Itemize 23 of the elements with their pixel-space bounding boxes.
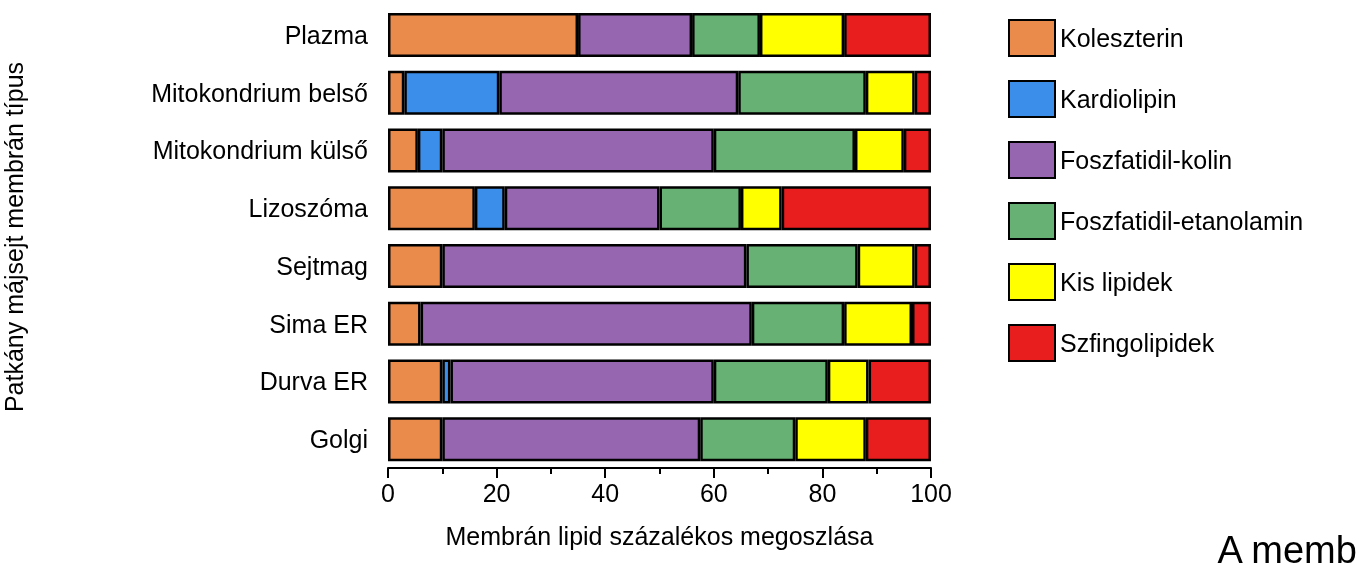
- y-tick-label: Mitokondrium belső: [151, 78, 368, 107]
- x-tick-label: 40: [591, 478, 620, 507]
- y-tick-label: Mitokondrium külső: [152, 136, 368, 165]
- legend-label: Foszfatidil-kolin: [1060, 146, 1233, 174]
- legend-label: Szfingolipidek: [1060, 329, 1215, 357]
- text: A memb: [1217, 529, 1357, 571]
- y-tick-label: Durva ER: [259, 367, 368, 396]
- y-tick-label: Plazma: [284, 20, 369, 49]
- legend-label: Koleszterin: [1060, 24, 1184, 52]
- legend-label: Foszfatidil-etanolamin: [1060, 207, 1304, 235]
- y-tick-label: Sima ER: [269, 309, 368, 338]
- x-tick-label: 80: [808, 478, 837, 507]
- y-tick-label: Sejtmag: [276, 251, 368, 280]
- legend-label: Kardiolipin: [1060, 85, 1177, 113]
- x-tick-label: 20: [482, 478, 511, 507]
- x-tick-label: 0: [381, 478, 395, 507]
- y-axis-title: Patkány májsejt membrán típus: [0, 61, 28, 413]
- y-tick-label: Golgi: [309, 425, 368, 454]
- y-tick-label: Lizoszóma: [248, 194, 369, 223]
- x-axis-title: Membrán lipid százalékos megoszlása: [445, 521, 874, 550]
- legend-label: Kis lipidek: [1060, 268, 1174, 296]
- x-tick-label: 100: [910, 478, 952, 507]
- x-tick-label: 60: [699, 478, 728, 507]
